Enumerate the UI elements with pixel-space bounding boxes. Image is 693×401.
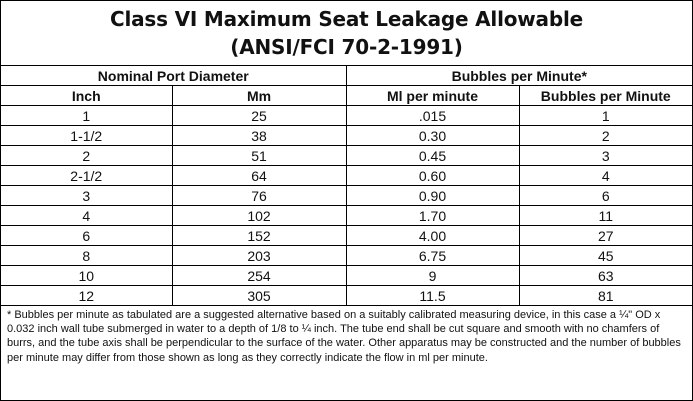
cell-inch: 1 <box>1 105 173 126</box>
cell-mm: 203 <box>171 245 347 266</box>
cell-ml: .015 <box>345 105 520 126</box>
table-row: 12 305 11.5 81 <box>1 285 693 306</box>
cell-inch: 12 <box>1 285 173 306</box>
cell-bubbles: 27 <box>518 225 693 246</box>
footnote: * Bubbles per minute as tabulated are a … <box>7 309 681 364</box>
table-row: 8 203 6.75 45 <box>1 245 693 266</box>
table-row: 3 76 0.90 6 <box>1 185 693 206</box>
cell-mm: 38 <box>171 125 347 146</box>
column-header-bubbles: Bubbles per Minute <box>518 85 693 106</box>
group-header-row: Nominal Port Diameter Bubbles per Minute… <box>1 66 693 86</box>
column-header-row: Inch Mm Ml per minute Bubbles per Minute <box>1 85 693 106</box>
table-row: 10 254 9 63 <box>1 265 693 286</box>
cell-bubbles: 6 <box>518 185 693 206</box>
cell-ml: 9 <box>345 265 520 286</box>
cell-inch: 4 <box>1 205 173 226</box>
cell-mm: 152 <box>171 225 347 246</box>
cell-mm: 305 <box>171 285 347 306</box>
cell-inch: 1-1/2 <box>1 125 173 146</box>
cell-bubbles: 1 <box>518 105 693 126</box>
cell-inch: 6 <box>1 225 173 246</box>
table-row: 2-1/2 64 0.60 4 <box>1 165 693 186</box>
cell-mm: 76 <box>171 185 347 206</box>
cell-bubbles: 45 <box>518 245 693 266</box>
cell-inch: 3 <box>1 185 173 206</box>
table-body: 1 25 .015 1 1-1/2 38 0.30 2 2 51 0.45 3 … <box>1 105 693 306</box>
cell-ml: 0.30 <box>345 125 520 146</box>
cell-inch: 10 <box>1 265 173 286</box>
table-row: 1-1/2 38 0.30 2 <box>1 125 693 146</box>
cell-ml: 1.70 <box>345 205 520 226</box>
group-header-bubbles: Bubbles per Minute* <box>345 66 693 86</box>
cell-inch: 8 <box>1 245 173 266</box>
table-subtitle: (ANSI/FCI 70-2-1991) <box>230 35 463 59</box>
table-row: 4 102 1.70 11 <box>1 205 693 226</box>
cell-mm: 102 <box>171 205 347 226</box>
cell-mm: 51 <box>171 145 347 166</box>
group-header-port: Nominal Port Diameter <box>1 66 347 86</box>
cell-ml: 0.45 <box>345 145 520 166</box>
column-header-mm: Mm <box>171 85 347 106</box>
cell-mm: 254 <box>171 265 347 286</box>
title-block: Class VI Maximum Seat Leakage Allowable … <box>1 1 692 66</box>
cell-inch: 2 <box>1 145 173 166</box>
cell-bubbles: 11 <box>518 205 693 226</box>
cell-bubbles: 2 <box>518 125 693 146</box>
cell-ml: 0.90 <box>345 185 520 206</box>
table-title: Class VI Maximum Seat Leakage Allowable <box>110 7 583 31</box>
cell-ml: 4.00 <box>345 225 520 246</box>
cell-ml: 11.5 <box>345 285 520 306</box>
cell-inch: 2-1/2 <box>1 165 173 186</box>
column-header-inch: Inch <box>1 85 173 106</box>
cell-bubbles: 3 <box>518 145 693 166</box>
cell-bubbles: 81 <box>518 285 693 306</box>
leakage-table: Nominal Port Diameter Bubbles per Minute… <box>1 66 693 306</box>
table-row: 6 152 4.00 27 <box>1 225 693 246</box>
table-row: 2 51 0.45 3 <box>1 145 693 166</box>
cell-bubbles: 63 <box>518 265 693 286</box>
column-header-ml: Ml per minute <box>345 85 520 106</box>
cell-bubbles: 4 <box>518 165 693 186</box>
cell-mm: 64 <box>171 165 347 186</box>
cell-ml: 0.60 <box>345 165 520 186</box>
cell-mm: 25 <box>171 105 347 126</box>
table-row: 1 25 .015 1 <box>1 105 693 126</box>
cell-ml: 6.75 <box>345 245 520 266</box>
